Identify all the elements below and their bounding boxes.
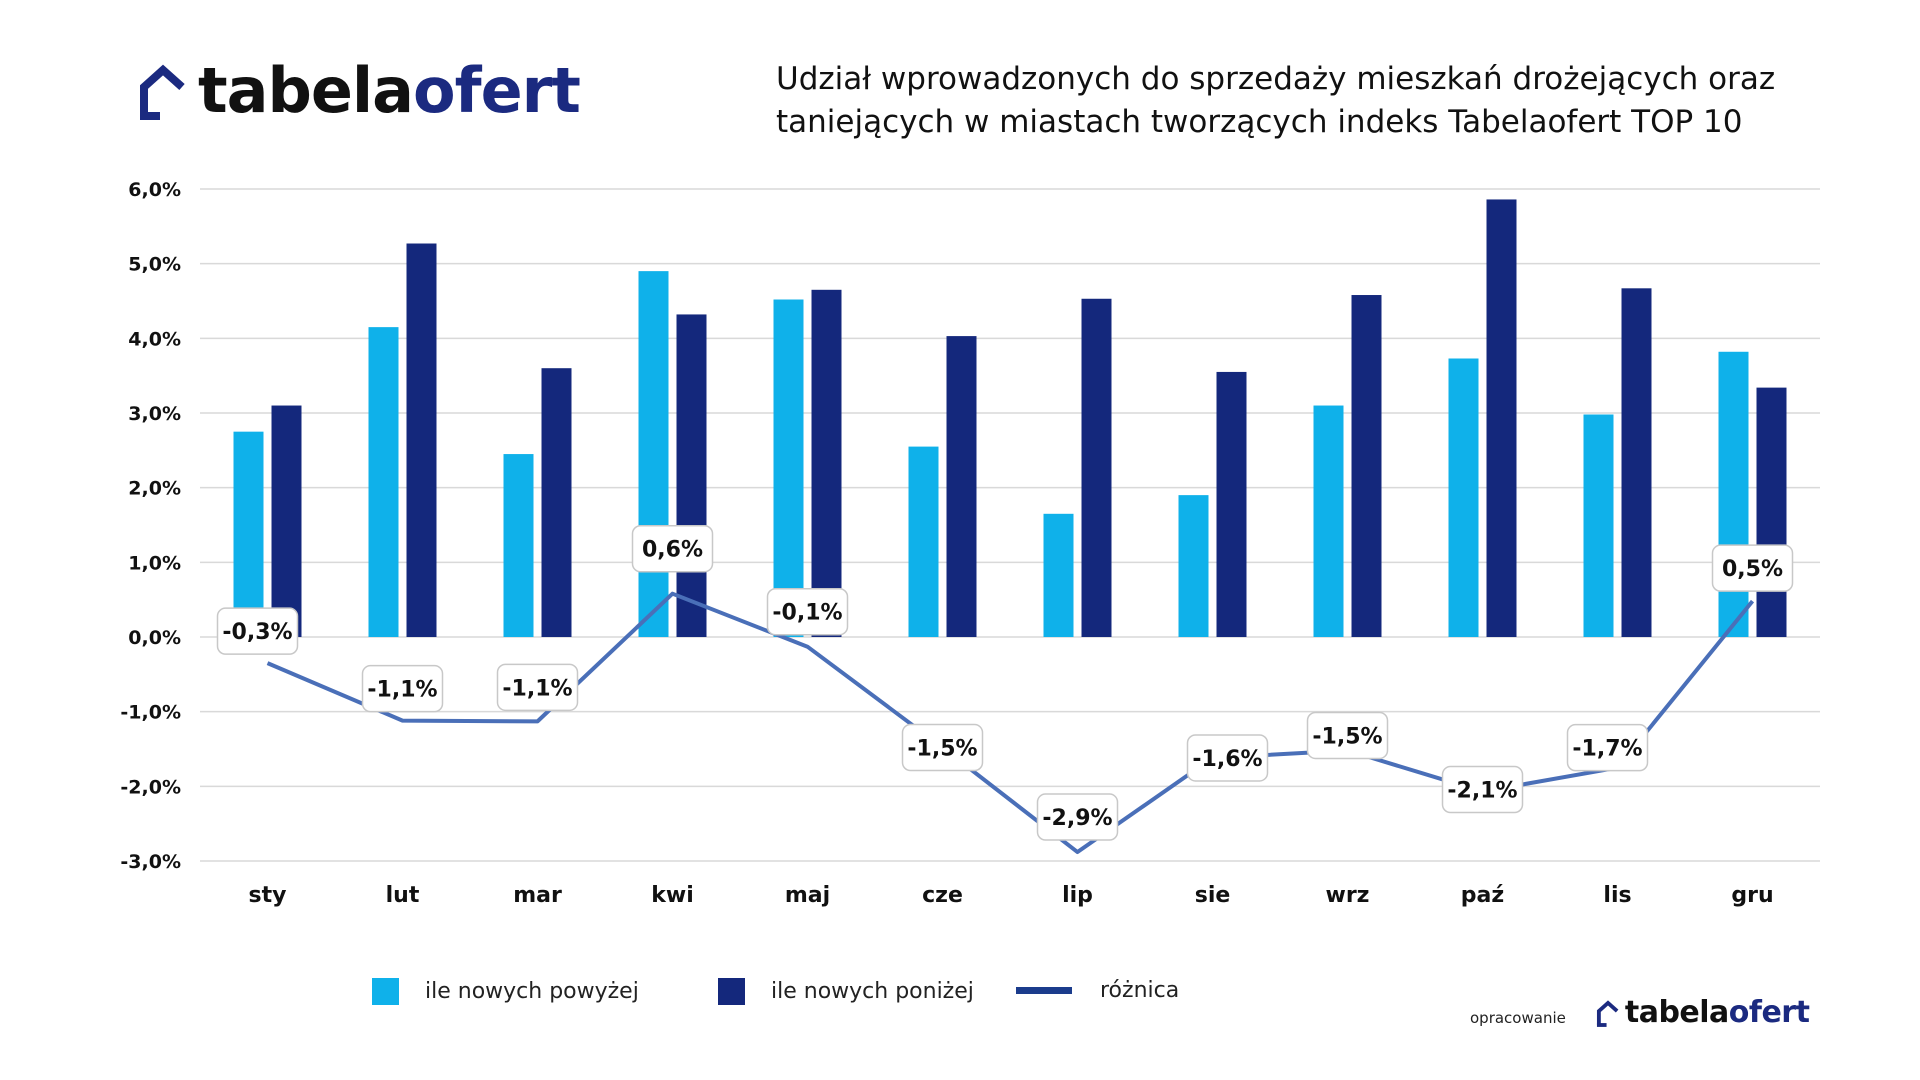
diff-label-box: [1186, 734, 1269, 782]
legend-item-above: ile nowych powyżej: [372, 978, 639, 1005]
brand-name-part1: tabela: [198, 54, 414, 127]
x-tick-label: lis: [1603, 883, 1631, 908]
legend-swatch-above: [372, 978, 399, 1005]
x-tick-label: sie: [1195, 883, 1231, 908]
diff-label: 0,5%: [1722, 557, 1783, 582]
diff-label: -1,5%: [1312, 724, 1382, 749]
house-icon: [140, 64, 185, 120]
diff-label: -0,1%: [772, 601, 842, 626]
diff-label-box: [631, 524, 714, 573]
x-tick-label: sty: [249, 883, 287, 908]
credit-label: opracowanie: [1470, 1008, 1566, 1027]
x-tick-label: paź: [1461, 883, 1504, 908]
diff-label: -1,5%: [907, 737, 977, 762]
bar-above: [1043, 513, 1074, 637]
diff-label-box: [1306, 711, 1389, 760]
x-tick-label: lip: [1062, 883, 1093, 908]
bar-above: [1313, 405, 1344, 637]
x-tick-label: gru: [1731, 883, 1773, 908]
bar-above: [233, 431, 264, 637]
chart: 6,0% 5,0% 4,0% 3,0% 2,0% 1,0% 0,0% -1,0% -2,0% -3…: [120, 179, 1820, 908]
x-tick-label: kwi: [651, 883, 694, 908]
credit-brand-name: tabelaofert: [1625, 995, 1810, 1030]
bar-below: [1081, 298, 1112, 637]
brand-logo: tabelaofert: [138, 60, 581, 122]
bar-above: [1448, 358, 1479, 637]
y-tick-label: 5,0%: [128, 254, 181, 276]
brand-name: tabelaofert: [198, 60, 581, 122]
bar-above: [368, 327, 399, 637]
bar-below: [271, 405, 302, 637]
bar-below: [1216, 371, 1247, 637]
bar-below: [1621, 288, 1652, 637]
brand-name-part2: ofert: [413, 54, 581, 127]
y-tick-label: 2,0%: [128, 478, 181, 500]
bar-above: [1178, 495, 1209, 637]
diff-label-box: [1566, 723, 1649, 772]
diff-label-box: [766, 587, 849, 636]
diff-label: -1,1%: [502, 676, 572, 701]
y-tick-label: 6,0%: [128, 179, 181, 201]
diff-label-box: [361, 664, 444, 713]
credit-brand-part1: tabela: [1624, 995, 1729, 1030]
credit-house-icon: [1596, 999, 1619, 1027]
diff-label: -1,1%: [367, 678, 437, 703]
bar-below: [946, 336, 977, 637]
bar-above: [503, 454, 534, 637]
legend-item-diff: różnica: [1016, 978, 1179, 1003]
legend-label-above: ile nowych powyżej: [425, 979, 639, 1004]
y-tick-label: 1,0%: [128, 552, 181, 574]
y-tick-label: 4,0%: [128, 328, 181, 350]
x-tick-label: cze: [922, 883, 963, 908]
legend: ile nowych powyżej ile nowych poniżej ró…: [0, 978, 1920, 1018]
diff-label: -0,3%: [222, 620, 292, 645]
diff-label: -1,7%: [1572, 737, 1642, 762]
bar-above: [1718, 351, 1749, 637]
x-tick-label: wrz: [1326, 883, 1370, 908]
bar-below: [1756, 387, 1787, 637]
chart-title: Udział wprowadzonych do sprzedaży mieszk…: [776, 58, 1886, 144]
diff-label: -2,9%: [1042, 806, 1112, 831]
legend-label-below: ile nowych poniżej: [771, 979, 974, 1004]
diff-label: 0,6%: [642, 538, 703, 563]
legend-item-below: ile nowych poniżej: [718, 978, 974, 1005]
credit: opracowanie tabelaofert: [1470, 995, 1810, 1030]
bar-above: [908, 446, 939, 637]
legend-label-diff: różnica: [1100, 978, 1180, 1003]
y-tick-label: -3,0%: [120, 851, 181, 873]
x-tick-label: lut: [386, 883, 420, 908]
chart-title-line2: taniejących w miastach tworzących indeks…: [776, 104, 1743, 140]
diff-label-box: [901, 723, 984, 772]
diff-label-box: [1036, 793, 1119, 841]
bar-above: [638, 271, 669, 637]
bar-below: [406, 243, 437, 638]
diff-label-box: [1441, 765, 1524, 814]
bar-below: [811, 289, 842, 637]
diff-label: -1,6%: [1192, 747, 1262, 772]
diff-line: [266, 591, 1755, 855]
diff-label: -2,1%: [1447, 779, 1517, 804]
diff-label-box: [496, 663, 579, 712]
bar-below: [676, 314, 707, 637]
bar-below: [541, 368, 572, 637]
y-tick-label: 0,0%: [128, 627, 181, 649]
legend-swatch-diff: [1016, 987, 1072, 994]
legend-swatch-below: [718, 978, 745, 1005]
credit-brand-part2: ofert: [1728, 995, 1810, 1030]
y-tick-label: -1,0%: [120, 702, 181, 724]
x-tick-label: mar: [513, 883, 562, 908]
bar-below: [1351, 295, 1382, 637]
y-tick-label: -2,0%: [120, 776, 181, 798]
x-tick-label: maj: [785, 883, 830, 908]
bar-above: [1583, 414, 1614, 637]
bar-below: [1486, 199, 1517, 637]
y-tick-label: 3,0%: [128, 403, 181, 425]
chart-title-line1: Udział wprowadzonych do sprzedaży mieszk…: [776, 61, 1776, 97]
bar-above: [773, 299, 804, 637]
diff-label-box: [216, 607, 299, 655]
diff-label-box: [1711, 544, 1794, 592]
